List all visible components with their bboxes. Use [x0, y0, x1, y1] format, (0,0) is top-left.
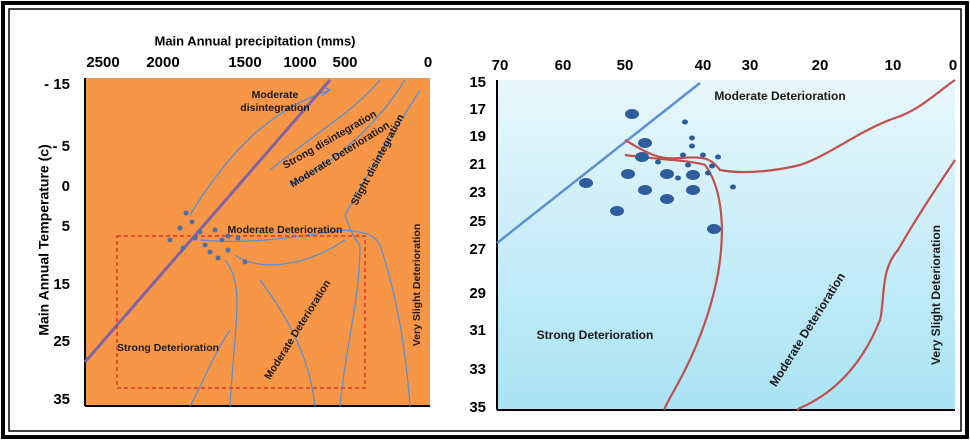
y-tick-label: 29	[469, 285, 486, 302]
right-plot	[497, 80, 955, 410]
boundary-line	[496, 82, 701, 244]
zoom-box	[116, 235, 366, 389]
x-tick-label: 2000	[146, 54, 179, 71]
left-title: Main Annual precipitation (mms)	[154, 33, 355, 48]
y-tick-label: 23	[469, 184, 486, 201]
zone-label: Strong Deterioration	[117, 342, 219, 354]
y-tick-label: 35	[53, 391, 70, 408]
x-tick-label: 2500	[86, 54, 119, 71]
x-tick-label: 60	[555, 57, 572, 74]
x-tick-label: 0	[424, 54, 432, 71]
x-tick-label: 500	[332, 54, 357, 71]
zone-lines	[624, 79, 956, 411]
zone-label: Moderate	[252, 89, 299, 101]
x-tick-label: 1000	[283, 54, 316, 71]
left-y-label: Main Annual Temperature (c)	[36, 144, 52, 335]
zone-label: Strong Deterioration	[537, 328, 654, 342]
x-tick-label: 10	[885, 57, 902, 74]
x-tick-label: 20	[812, 57, 829, 74]
zone-label: Moderate Deterioration	[714, 89, 845, 103]
y-tick-label: 15	[53, 276, 70, 293]
data-points	[579, 109, 736, 234]
y-tick-label: 25	[469, 213, 486, 230]
x-tick-label: 70	[492, 57, 509, 74]
x-tick-label: 0	[949, 57, 957, 74]
zone-label: Moderate Deterioration	[228, 224, 343, 236]
zone-label: disintegration	[240, 102, 309, 114]
y-tick-label: 35	[469, 399, 486, 416]
x-tick-label: 1500	[228, 54, 261, 71]
x-tick-label: 30	[742, 57, 759, 74]
y-tick-label: 0	[62, 178, 70, 195]
y-tick-label: 17	[469, 101, 486, 118]
y-tick-label: 25	[53, 333, 70, 350]
left-plot	[85, 78, 430, 406]
zone-label: Very Slight Deterioration	[411, 224, 423, 347]
y-tick-label: 33	[469, 361, 486, 378]
data-points	[167, 210, 248, 265]
y-tick-label: 5	[62, 218, 70, 235]
y-tick-label: - 5	[52, 138, 70, 155]
inner-border	[8, 8, 962, 432]
boundary-line	[83, 79, 332, 363]
zone-label: Very Slight Deterioration	[929, 225, 943, 365]
y-tick-label: 15	[469, 74, 486, 91]
zone-lines	[189, 79, 421, 407]
y-tick-label: 21	[469, 156, 486, 173]
y-tick-label: 31	[469, 322, 486, 339]
y-tick-label: 19	[469, 128, 486, 145]
x-tick-label: 40	[695, 57, 712, 74]
x-tick-label: 50	[617, 57, 634, 74]
y-tick-label: 27	[469, 241, 486, 258]
y-tick-label: - 15	[44, 76, 70, 93]
